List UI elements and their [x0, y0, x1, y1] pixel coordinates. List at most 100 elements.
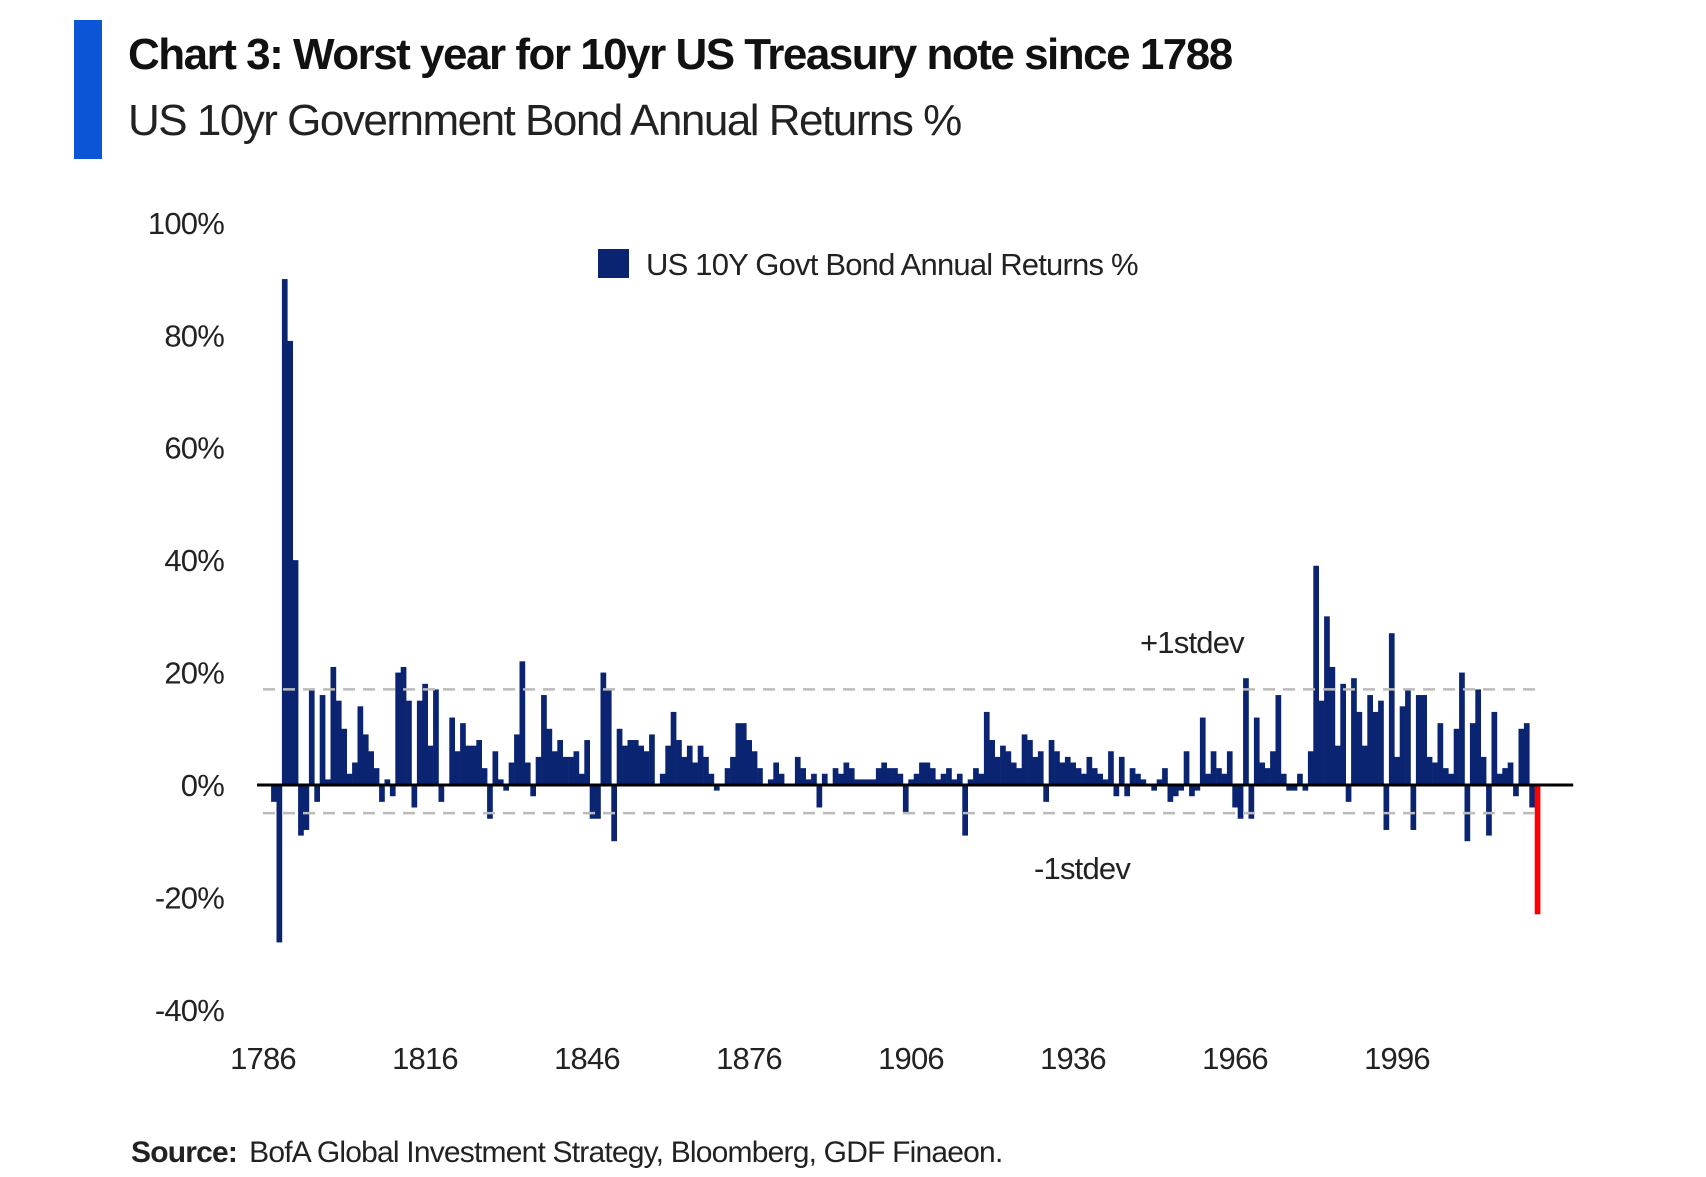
bar-1998	[1405, 689, 1411, 785]
bar-1922	[994, 756, 1001, 785]
bar-1965	[1226, 751, 1233, 785]
bar-1847	[589, 785, 596, 819]
bar-1908	[919, 762, 925, 785]
bar-2001	[1421, 695, 1427, 785]
bar-1921	[989, 740, 995, 785]
bar-highlight-2022	[1534, 785, 1541, 915]
bar-2011	[1475, 689, 1481, 785]
bar-1888	[811, 773, 817, 785]
bar-1862	[670, 711, 677, 785]
bar-1840	[551, 751, 558, 785]
bar-2006	[1448, 773, 1454, 785]
bar-1795	[308, 689, 315, 785]
bar-1936	[1070, 762, 1076, 785]
bar-1890	[821, 773, 828, 785]
bar-1829	[492, 751, 499, 785]
bar-1910	[929, 768, 936, 785]
bar-1994	[1383, 785, 1390, 830]
bar-1944	[1113, 785, 1120, 797]
bar-1943	[1108, 751, 1114, 785]
bar-1834	[519, 661, 526, 785]
plus-stdev-label: +1stdev	[1140, 625, 1245, 660]
bar-1962	[1210, 751, 1217, 785]
bar-1863	[676, 740, 682, 785]
bar-1873	[730, 756, 736, 785]
bar-1860	[659, 773, 666, 785]
bar-1990	[1361, 745, 1368, 785]
bar-1969	[1248, 785, 1255, 819]
x-tick-label: 1876	[716, 1041, 782, 1076]
bar-1991	[1367, 695, 1373, 785]
bar-1926	[1016, 768, 1022, 785]
bar-2021	[1529, 785, 1535, 808]
bar-1886	[800, 768, 806, 785]
y-tick-label: 100%	[148, 206, 224, 241]
bar-1952	[1156, 779, 1163, 785]
bar-1928	[1027, 740, 1033, 785]
bar-1868	[703, 756, 709, 785]
bar-1894	[843, 762, 850, 785]
bar-1978	[1297, 773, 1303, 785]
x-tick-label: 1966	[1202, 1041, 1268, 1076]
bar-1861	[665, 745, 671, 785]
x-tick-label: 1816	[392, 1041, 458, 1076]
bar-2014	[1491, 711, 1498, 785]
bar-1986	[1340, 683, 1346, 785]
bar-1916	[962, 785, 968, 836]
bar-1945	[1118, 756, 1125, 785]
bar-1954	[1167, 785, 1174, 802]
bar-1937	[1075, 768, 1082, 785]
bar-1810	[389, 785, 396, 797]
x-tick-label: 1996	[1364, 1041, 1430, 1076]
bar-1912	[940, 773, 947, 785]
bar-1968	[1243, 678, 1249, 785]
bar-1811	[395, 672, 401, 785]
bar-1808	[379, 785, 385, 802]
x-axis-ticks: 1786 1816 1846 1876 1906 1936 1966 1996	[230, 1041, 1431, 1076]
bar-1996	[1394, 756, 1400, 785]
bar-1975	[1280, 773, 1287, 785]
bar-1906	[908, 779, 914, 785]
bar-1992	[1372, 711, 1379, 785]
bar-1812	[400, 666, 407, 785]
bar-1791	[287, 340, 293, 785]
bar-1809	[384, 779, 391, 785]
bar-1976	[1286, 785, 1292, 791]
bar-2007	[1453, 728, 1460, 785]
bar-1929	[1032, 756, 1039, 785]
bar-2015	[1496, 773, 1503, 785]
bar-1999	[1410, 785, 1417, 830]
bar-1875	[740, 723, 747, 785]
bar-2019	[1518, 728, 1525, 785]
bar-1835	[524, 762, 531, 785]
bar-1995	[1388, 633, 1395, 785]
legend-swatch	[598, 249, 629, 278]
bar-2003	[1432, 762, 1438, 785]
bar-1904	[897, 773, 904, 785]
bar-1796	[314, 785, 320, 802]
bar-1909	[924, 762, 931, 785]
bar-1946	[1124, 785, 1130, 797]
bar-1960	[1199, 717, 1206, 785]
bar-1941	[1097, 773, 1103, 785]
y-tick-label: -40%	[155, 993, 224, 1028]
bar-1913	[946, 768, 952, 785]
bar-1836	[530, 785, 536, 797]
bar-1814	[411, 785, 418, 808]
y-tick-label: -20%	[155, 880, 224, 915]
bar-1802	[346, 773, 353, 785]
bar-1819	[438, 785, 445, 802]
bar-2020	[1523, 723, 1530, 785]
bar-1918	[973, 768, 979, 785]
bar-1927	[1021, 734, 1028, 785]
bar-1792	[292, 560, 299, 785]
bar-1822	[454, 751, 461, 785]
bar-1826	[476, 740, 482, 785]
bar-1854	[627, 740, 634, 785]
bar-1897	[859, 779, 866, 785]
bar-1793	[298, 785, 304, 836]
bar-2017	[1507, 762, 1514, 785]
bar-1823	[460, 723, 466, 785]
bar-1920	[983, 711, 990, 785]
bar-1865	[686, 745, 693, 785]
